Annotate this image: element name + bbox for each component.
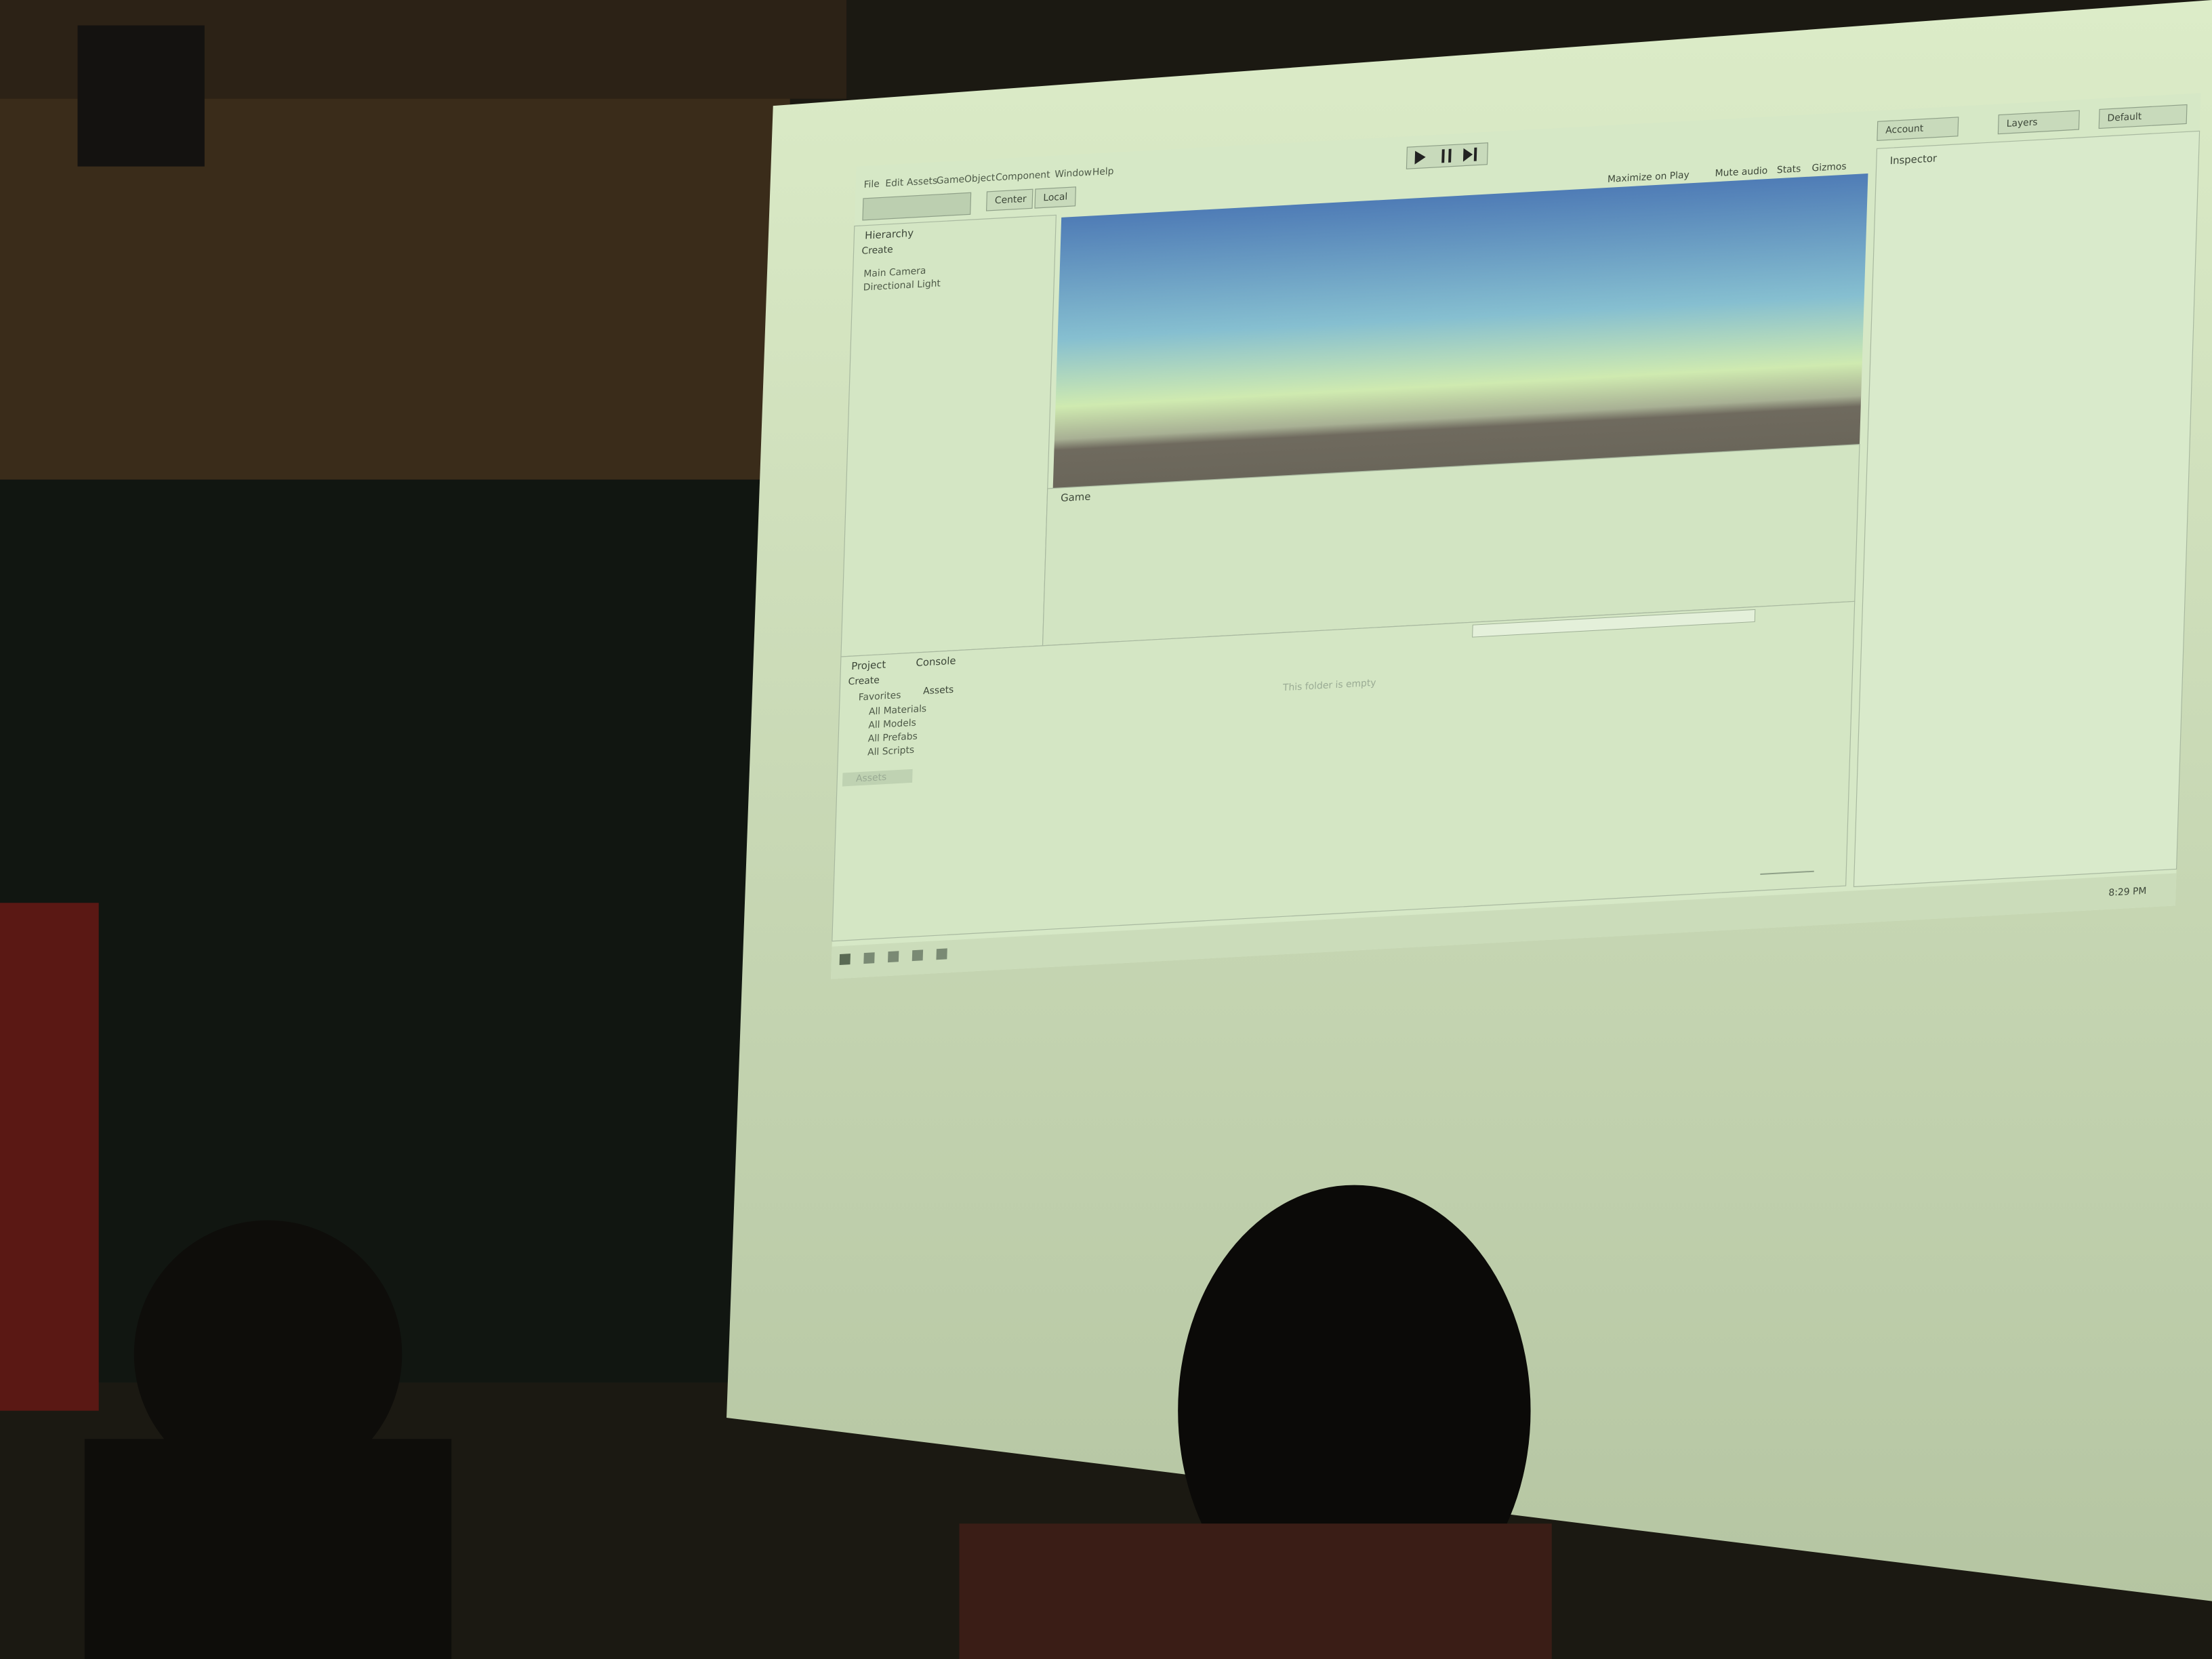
folder-item[interactable]: All Prefabs xyxy=(867,731,918,745)
empty-message: This folder is empty xyxy=(1282,678,1376,694)
menu-item[interactable]: Window xyxy=(1054,167,1092,180)
taskbar-icon[interactable] xyxy=(912,949,924,962)
shoulders xyxy=(959,1523,1552,1659)
pivot-label: Center xyxy=(995,194,1027,207)
panel xyxy=(832,600,1856,942)
tab[interactable]: Hierarchy xyxy=(865,227,914,242)
taskbar-icon[interactable] xyxy=(888,951,899,963)
step-icon xyxy=(1473,147,1477,161)
scene-view xyxy=(1052,173,1868,489)
taskbar: 8:29 PM xyxy=(831,873,2177,979)
zoom-slider[interactable] xyxy=(1760,870,1814,876)
folder-item[interactable]: All Materials xyxy=(869,703,927,718)
create-button[interactable]: Create xyxy=(861,244,893,257)
folder[interactable]: Favorites xyxy=(859,690,901,703)
speaker xyxy=(77,25,205,167)
layers-label: Layers xyxy=(2006,117,2037,129)
taskbar-icon[interactable] xyxy=(936,948,947,960)
panel xyxy=(1853,130,2200,888)
folder-item[interactable]: All Scripts xyxy=(867,745,915,758)
tab[interactable]: Console xyxy=(916,655,956,669)
toolbar: Center Local Account Layers Default xyxy=(862,104,2188,221)
account-button[interactable] xyxy=(1877,117,1959,141)
menu-item[interactable]: Help xyxy=(1092,166,1114,178)
transform-tools[interactable] xyxy=(862,192,972,221)
search-field[interactable] xyxy=(1472,609,1756,638)
hierarchy-panel: Hierarchy Create Main Camera Directional… xyxy=(840,214,1057,657)
play-icon xyxy=(1414,150,1426,165)
space-label: Local xyxy=(1043,191,1067,203)
game-option[interactable]: Stats xyxy=(1777,163,1801,176)
hierarchy-item[interactable]: Directional Light xyxy=(863,278,941,293)
tab[interactable]: Game xyxy=(1061,490,1091,504)
breadcrumb: Assets xyxy=(923,684,954,697)
space-button[interactable] xyxy=(1034,186,1077,209)
inspector-panel: Inspector xyxy=(1853,130,2200,888)
tab[interactable]: Inspector xyxy=(1889,152,1938,167)
menu-item[interactable]: File xyxy=(863,179,880,190)
layout-button[interactable] xyxy=(2098,104,2188,129)
shoulders xyxy=(84,1439,452,1659)
pause-icon xyxy=(1448,148,1452,163)
game-option[interactable]: Maximize on Play xyxy=(1607,169,1689,185)
layout-label: Default xyxy=(2107,111,2142,124)
account-label: Account xyxy=(1885,123,1924,136)
game-option[interactable]: Gizmos xyxy=(1811,161,1847,174)
step-icon xyxy=(1462,148,1473,162)
folder-selected xyxy=(842,769,913,787)
menu-item[interactable]: Edit xyxy=(885,178,904,190)
tab[interactable]: Project xyxy=(851,658,886,672)
play-controls[interactable] xyxy=(1406,142,1489,169)
taskbar-icon[interactable] xyxy=(863,952,875,964)
menu-item[interactable]: Component xyxy=(996,169,1051,183)
head xyxy=(134,1220,403,1489)
hierarchy-item[interactable]: Main Camera xyxy=(863,266,926,280)
project-panel: Project Console Create Favorites All Mat… xyxy=(832,600,1856,942)
create-button[interactable]: Create xyxy=(848,675,880,688)
unity-editor: File Edit Assets GameObject Component Wi… xyxy=(831,93,2201,979)
pivot-button[interactable] xyxy=(985,188,1033,211)
game-option[interactable]: Mute audio xyxy=(1715,165,1767,179)
start-button[interactable] xyxy=(839,954,851,966)
layers-button[interactable] xyxy=(1997,110,2080,135)
menu-bar: File Edit Assets GameObject Component Wi… xyxy=(863,166,1114,190)
menu-item[interactable]: GameObject xyxy=(936,172,996,186)
clock: 8:29 PM xyxy=(2108,886,2146,899)
person xyxy=(0,903,99,1411)
pause-icon xyxy=(1441,149,1445,163)
menu-item[interactable]: Assets xyxy=(907,176,938,188)
folder[interactable]: Assets xyxy=(856,772,887,785)
taskbar-bg xyxy=(831,873,2177,979)
scene-panel: Scene Free Aspect Maximize on Play Mute … xyxy=(1052,161,1868,489)
folder-item[interactable]: All Models xyxy=(868,718,916,731)
chalkboard xyxy=(0,479,762,1382)
